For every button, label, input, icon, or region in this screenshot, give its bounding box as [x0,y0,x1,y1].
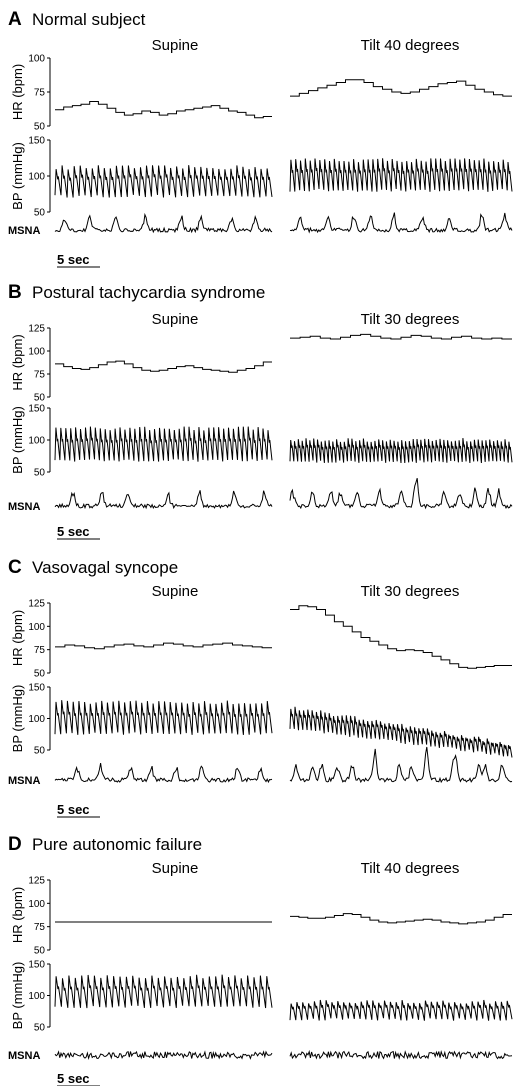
panel-c-condition-tilt: Tilt 30 degrees [361,583,460,600]
panel-c-msna-label: MSNA [8,775,40,787]
panel-c-hr-tick-label: 75 [34,645,46,656]
panel-b-msna-label: MSNA [8,501,40,513]
panel-d-hr-tick-label: 75 [34,922,46,933]
panel-d-bp-tick-label: 150 [28,960,45,971]
panel-a-hr-tick-label: 75 [34,88,46,99]
panel-c-bp-tick-label: 100 [28,714,45,725]
panel-c-hr-tick-label: 50 [34,669,46,680]
panel-a-msna-trace-tilt [289,212,513,234]
panel-a-hr-trace-supine [55,101,272,119]
panel-b-hr-tick-label: 75 [34,370,46,381]
panel-c-msna-trace-supine [54,763,273,784]
panel-c-hr-trace-tilt [290,605,512,669]
panel-a-hr-axis-label: HR (bpm) [10,64,25,120]
panel-b-msna-trace-tilt [289,478,513,510]
panel-c-msna-trace-tilt [289,746,513,784]
panel-a-bp-tick-label: 50 [34,208,46,219]
panel-c-bp-trace-supine [54,700,273,735]
panel-a-letter: A [8,9,22,30]
panel-b-hr-tick-label: 50 [34,393,46,404]
panel-c-title: Vasovagal syncope [32,558,178,577]
panel-d-bp-trace-tilt [289,999,513,1021]
panel-b-bp-trace-tilt [289,438,513,464]
panel-c-condition-supine: Supine [152,583,199,600]
panel-c-hr-axis-label: HR (bpm) [10,610,25,666]
panel-a-bp-tick-label: 100 [28,172,45,183]
panel-a-bp-tick-label: 150 [28,136,45,147]
panel-d-bp-trace-supine [54,974,273,1009]
panel-a-scale-label: 5 sec [57,252,90,267]
panel-a-hr-tick-label: 100 [28,54,45,65]
panel-a-bp-trace-supine [54,165,273,198]
panel-b-bp-tick-label: 100 [28,436,45,447]
panel-d-msna-label: MSNA [8,1050,40,1062]
panel-d-hr-tick-label: 125 [28,876,45,887]
panel-b-letter: B [8,282,22,303]
panel-b-hr-trace-supine [55,360,272,373]
panel-d-hr-trace-tilt [290,913,512,925]
panel-c-hr-tick-label: 100 [28,622,45,633]
panel-b-bp-tick-label: 150 [28,404,45,415]
panel-a-hr-trace-tilt [290,79,512,97]
panel-b-msna-trace-supine [54,490,273,510]
panel-d-hr-axis-label: HR (bpm) [10,887,25,943]
panel-a-hr-tick-label: 50 [34,122,46,133]
panel-b-hr-tick-label: 100 [28,347,45,358]
panel-c-bp-axis-label: BP (mmHg) [10,685,25,753]
panel-b-bp-tick-label: 50 [34,468,46,479]
panel-b-condition-tilt: Tilt 30 degrees [361,311,460,328]
panel-b-hr-tick-label: 125 [28,324,45,335]
panel-d-letter: D [8,834,22,855]
panel-d-bp-tick-label: 50 [34,1023,46,1034]
panel-b-hr-axis-label: HR (bpm) [10,334,25,390]
panel-c-bp-tick-label: 150 [28,683,45,694]
panel-d-bp-axis-label: BP (mmHg) [10,962,25,1030]
panel-d-msna-trace-tilt [289,1049,513,1060]
panel-c-scale-label: 5 sec [57,802,90,817]
panel-b-title: Postural tachycardia syndrome [32,283,265,302]
panel-d-hr-tick-label: 100 [28,899,45,910]
panel-b-bp-axis-label: BP (mmHg) [10,406,25,474]
panel-c-letter: C [8,557,22,578]
panel-a-bp-axis-label: BP (mmHg) [10,142,25,210]
panel-d-scale-label: 5 sec [57,1071,90,1086]
panel-b-scale-label: 5 sec [57,524,90,539]
panel-a-condition-tilt: Tilt 40 degrees [361,37,460,54]
panel-a-title: Normal subject [32,10,146,29]
panel-a-msna-label: MSNA [8,225,40,237]
panel-d-msna-trace-supine [54,1050,273,1061]
panel-c-hr-trace-supine [55,642,272,650]
panel-d-condition-tilt: Tilt 40 degrees [361,860,460,877]
panel-b-bp-trace-supine [54,426,273,462]
panel-a-msna-trace-supine [54,212,273,234]
panel-a-condition-supine: Supine [152,37,199,54]
panel-d-title: Pure autonomic failure [32,835,202,854]
panel-c-bp-trace-tilt [289,706,513,758]
panel-b-condition-supine: Supine [152,311,199,328]
panel-a-bp-trace-tilt [289,158,513,192]
panel-d-hr-tick-label: 50 [34,946,46,957]
panel-c-bp-tick-label: 50 [34,746,46,757]
panel-c-hr-tick-label: 125 [28,599,45,610]
panel-b-hr-trace-tilt [290,333,512,340]
panel-d-bp-tick-label: 100 [28,991,45,1002]
panel-d-condition-supine: Supine [152,860,199,877]
